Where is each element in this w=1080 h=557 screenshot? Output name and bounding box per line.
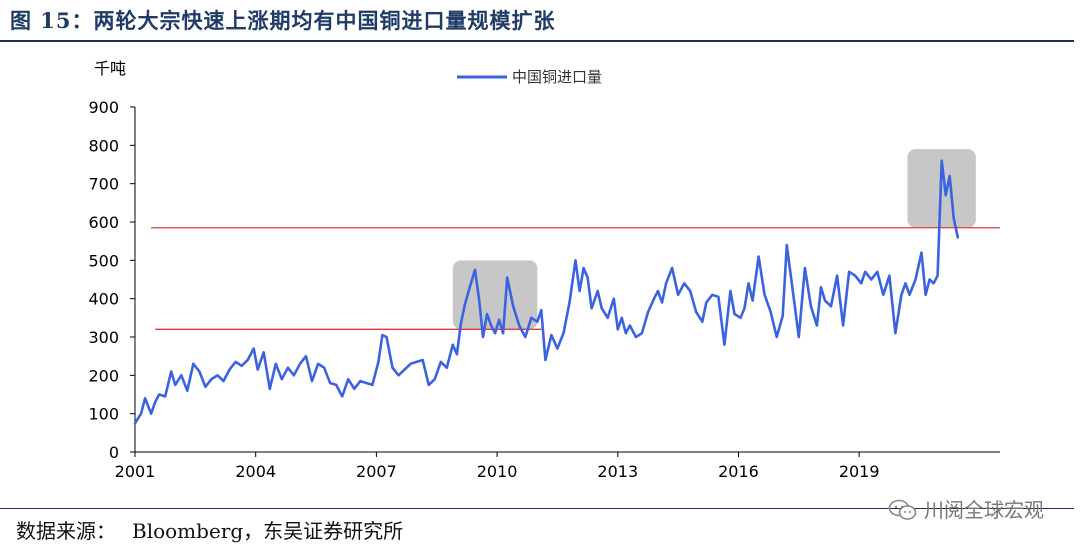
x-tick-label: 2007	[356, 462, 397, 481]
y-tick-label: 600	[88, 213, 119, 232]
y-tick-label: 400	[88, 290, 119, 309]
plot-layer: 0 100 200 300 400 500 600 700 800 900 2001 2004 2007…	[88, 98, 1000, 481]
series-line-1	[133, 159, 960, 425]
y-tick-label: 300	[88, 328, 119, 347]
x-tick-label: 2004	[235, 462, 276, 481]
highlight-box-1	[452, 260, 538, 330]
y-tick-label: 200	[88, 366, 119, 385]
x-tick-label: 2013	[597, 462, 638, 481]
y-axis-unit-label: 千吨	[94, 59, 126, 78]
x-tick-label: 2016	[718, 462, 759, 481]
legend-label: 中国铜进口量	[512, 68, 602, 86]
y-tick-label: 0	[109, 443, 119, 462]
watermark: 川阅全球宏观	[888, 493, 1044, 527]
top-rule	[0, 40, 1074, 42]
legend: 中国铜进口量	[457, 68, 602, 86]
chart-title: 图 15：两轮大宗快速上涨期均有中国铜进口量规模扩张	[10, 8, 556, 33]
bottom-rule	[0, 508, 1074, 509]
y-tick-label: 100	[88, 405, 119, 424]
y-tick-label: 900	[88, 98, 119, 117]
source-note: 数据来源： Bloomberg，东吴证券研究所	[16, 516, 419, 546]
x-tick-label: 2019	[839, 462, 880, 481]
source-label: 数据来源：	[16, 519, 116, 543]
line-chart: 0 100 200 300 400 500 600 700 800 900 2001 2004 2007…	[88, 59, 1000, 481]
source-text: Bloomberg，东吴证券研究所	[132, 519, 404, 543]
y-tick-label: 700	[88, 175, 119, 194]
x-tick-label: 2010	[477, 462, 518, 481]
y-tick-label: 800	[88, 136, 119, 155]
x-tick-label: 2001	[115, 462, 156, 481]
y-tick-label: 500	[88, 251, 119, 270]
wechat-icon	[888, 499, 917, 520]
watermark-text: 川阅全球宏观	[924, 498, 1044, 522]
